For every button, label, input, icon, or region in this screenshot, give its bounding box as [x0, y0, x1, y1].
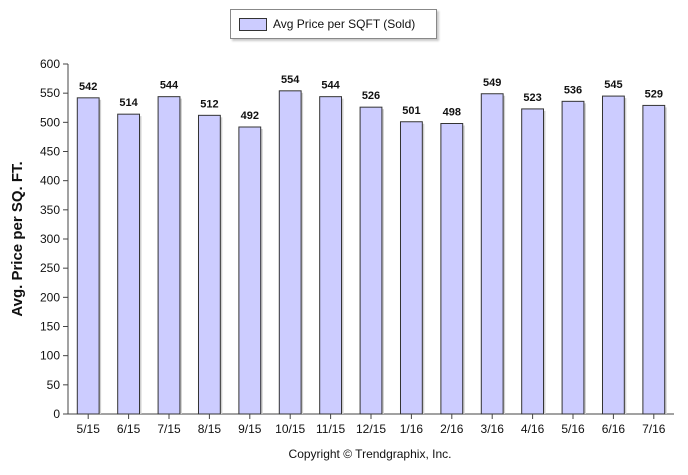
data-label: 501: [402, 105, 420, 117]
y-tick-label: 250: [40, 261, 60, 275]
x-tick-label: 6/15: [117, 422, 141, 436]
y-tick-label: 400: [40, 174, 60, 188]
x-tick-label: 1/16: [400, 422, 424, 436]
bar: [521, 108, 545, 415]
x-tick-label: 10/15: [275, 422, 305, 436]
data-label: 554: [281, 74, 300, 86]
bar: [76, 97, 100, 415]
legend-label: Avg Price per SQFT (Sold): [273, 17, 416, 31]
bar: [238, 126, 262, 415]
legend-swatch: [239, 18, 267, 31]
bar: [157, 96, 181, 415]
y-tick-label: 300: [40, 232, 60, 246]
copyright-text: Copyright © Trendgraphix, Inc.: [288, 447, 452, 461]
bar: [480, 93, 504, 415]
y-axis-label: Avg. Price per SQ. FT.: [9, 161, 26, 316]
y-tick-label: 550: [40, 86, 60, 100]
bar: [440, 123, 464, 415]
bar: [359, 106, 383, 415]
x-tick-label: 11/15: [316, 422, 345, 436]
data-label: 545: [604, 79, 622, 91]
bar: [117, 113, 141, 415]
x-tick-label: 5/16: [561, 422, 585, 436]
data-label: 544: [321, 80, 340, 92]
data-label: 529: [645, 88, 663, 100]
data-label: 536: [564, 84, 582, 96]
x-tick-label: 7/16: [642, 422, 666, 436]
data-label: 512: [200, 98, 218, 110]
data-label: 542: [79, 81, 97, 93]
bar: [642, 104, 666, 415]
bar: [601, 95, 625, 415]
y-tick-label: 350: [40, 203, 60, 217]
bar: [399, 121, 423, 415]
bar: [561, 100, 585, 415]
x-tick-label: 2/16: [440, 422, 464, 436]
data-label: 544: [160, 80, 179, 92]
x-tick-label: 8/15: [198, 422, 222, 436]
x-tick-label: 4/16: [521, 422, 545, 436]
x-tick-label: 6/16: [602, 422, 626, 436]
y-tick-label: 500: [40, 115, 60, 129]
bar: [197, 114, 221, 415]
x-tick-label: 3/16: [481, 422, 505, 436]
data-label: 526: [362, 90, 380, 102]
y-tick-label: 200: [40, 290, 60, 304]
y-tick-label: 0: [53, 407, 60, 421]
x-tick-label: 7/15: [157, 422, 181, 436]
y-tick-label: 100: [40, 349, 60, 363]
x-tick-label: 12/15: [356, 422, 386, 436]
data-label: 498: [443, 107, 461, 119]
data-label: 523: [523, 92, 541, 104]
data-label: 492: [241, 110, 259, 122]
x-tick-label: 5/15: [77, 422, 101, 436]
legend: Avg Price per SQFT (Sold): [230, 9, 437, 39]
data-label: 549: [483, 77, 501, 89]
y-tick-label: 50: [47, 378, 61, 392]
x-tick-label: 9/15: [238, 422, 262, 436]
y-tick-label: 450: [40, 145, 60, 159]
y-tick-label: 150: [40, 320, 60, 334]
bar: [278, 90, 302, 415]
bar: [319, 96, 343, 415]
y-tick-label: 600: [40, 57, 60, 71]
data-label: 514: [119, 97, 138, 109]
